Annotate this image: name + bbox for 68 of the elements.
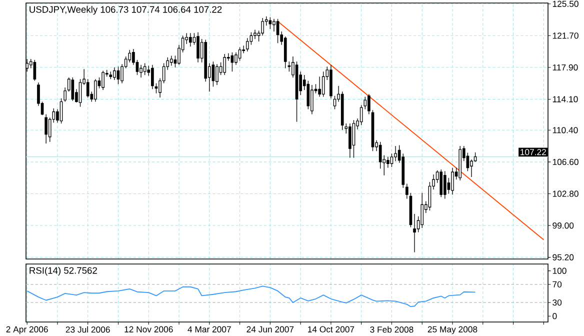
candlestick: [268, 16, 272, 30]
y-tick-label: 30: [552, 299, 562, 306]
x-tick-label: 23 Jul 2006: [66, 326, 110, 333]
chart-title: USDJPY,Weekly 106.73 107.74 106.64 107.22: [30, 6, 222, 15]
candlestick: [254, 29, 256, 40]
candlestick: [102, 70, 104, 90]
candlestick: [322, 71, 325, 98]
candlestick: [360, 104, 363, 126]
candlestick: [420, 192, 424, 228]
x-tick-label: 4 Mar 2007: [188, 326, 231, 332]
y-tick-label: 99.00: [552, 222, 574, 229]
y-tick-label: 117.90: [552, 64, 578, 70]
line-series: [26, 286, 476, 308]
candlestick: [128, 50, 132, 63]
y-tick-label: 121.70: [552, 32, 578, 39]
candlestick: [406, 183, 408, 200]
candlestick: [216, 64, 218, 86]
candlestick: [44, 114, 48, 144]
y-tick-label: 100: [552, 268, 566, 274]
candlestick: [189, 32, 192, 47]
candlestick: [94, 78, 97, 102]
candlestick: [390, 153, 394, 168]
y-tick-label: 106.60: [552, 158, 578, 166]
y-tick-label: 114.10: [552, 96, 578, 102]
candlestick: [386, 156, 390, 168]
candlestick: [288, 61, 291, 72]
candlestick: [364, 96, 367, 110]
y-tick-label: 102.80: [552, 190, 578, 197]
y-tick-label: 70: [552, 281, 562, 288]
x-tick-label: 12 Nov 2006: [124, 326, 173, 332]
candlestick: [140, 64, 142, 78]
candlestick: [318, 76, 321, 98]
candlestick: [440, 169, 443, 198]
x-tick-label: 25 May 2008: [428, 326, 478, 334]
candlestick: [143, 62, 146, 76]
candlestick: [223, 54, 226, 76]
candlestick: [246, 38, 249, 52]
ref-line-label: 107.22: [520, 149, 546, 156]
candlestick: [451, 167, 454, 195]
candlestick: [78, 78, 82, 108]
candlestick: [234, 52, 238, 66]
candlestick: [151, 64, 154, 90]
x-tick-label: 14 Oct 2007: [308, 326, 354, 332]
candlestick: [272, 18, 276, 32]
y-tick-label: 95.20: [552, 254, 574, 260]
y-tick-label: 110.40: [552, 127, 578, 134]
candlestick: [310, 84, 314, 115]
x-tick-label: 3 Feb 2008: [370, 326, 414, 333]
candlestick: [170, 55, 173, 66]
candlestick: [86, 78, 90, 98]
candlestick: [284, 36, 287, 69]
candlestick: [443, 170, 446, 200]
candlestick: [378, 142, 382, 169]
y-tick-label: 125.50: [552, 0, 578, 7]
x-tick-label: 2 Apr 2006: [6, 326, 48, 334]
chart-title: RSI(14) 52.7562: [30, 266, 97, 276]
candlestick: [261, 18, 264, 36]
candlestick: [368, 94, 370, 115]
candlestick: [394, 146, 397, 162]
candlestick: [64, 87, 66, 102]
candlestick: [413, 213, 416, 253]
candlestick: [113, 67, 116, 80]
candlestick: [250, 32, 253, 46]
candlestick: [470, 159, 473, 178]
candlestick: [196, 32, 200, 63]
x-tick-label: 24 Jun 2007: [246, 326, 294, 332]
candlestick: [348, 123, 352, 158]
y-tick-label: 0: [552, 313, 557, 320]
